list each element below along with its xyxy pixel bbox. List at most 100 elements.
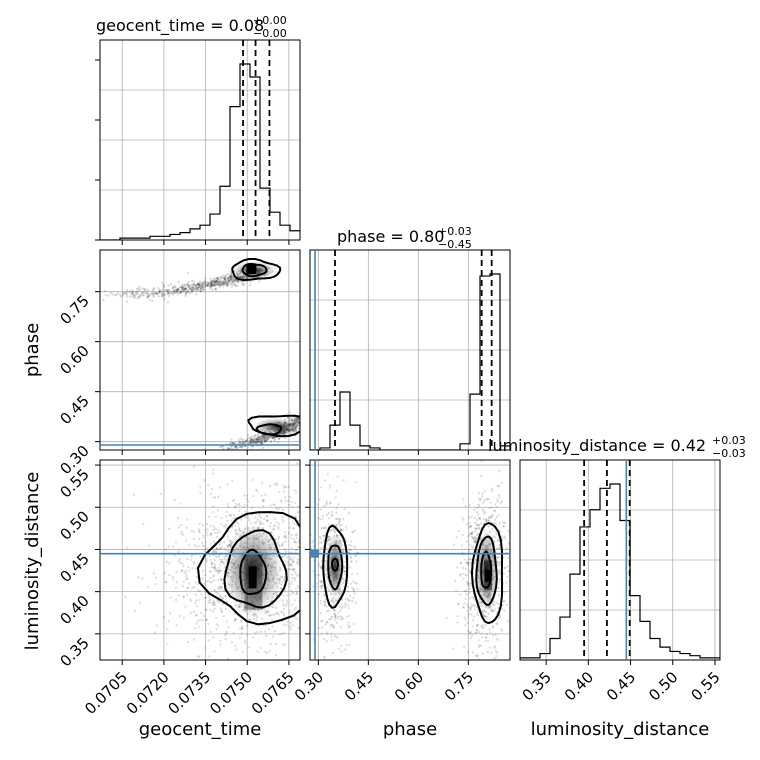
scatter-point <box>294 533 297 536</box>
scatter-point <box>322 527 325 530</box>
scatter-point <box>215 568 218 571</box>
scatter-point <box>248 439 251 443</box>
scatter-point <box>204 277 207 280</box>
scatter-point <box>289 625 292 628</box>
scatter-point <box>461 516 464 519</box>
scatter-point <box>168 292 171 295</box>
scatter-point <box>224 280 227 283</box>
scatter-point <box>284 534 287 537</box>
scatter-point <box>230 286 233 289</box>
scatter-point <box>216 528 219 531</box>
scatter-point <box>180 532 183 535</box>
scatter-point <box>317 562 321 566</box>
scatter-point <box>179 561 182 564</box>
scatter-point <box>138 295 141 299</box>
scatter-point <box>152 293 155 296</box>
scatter-point <box>303 420 305 422</box>
scatter-point <box>222 524 226 528</box>
scatter-point <box>273 503 276 506</box>
scatter-point <box>305 421 307 423</box>
scatter-point <box>297 540 300 543</box>
scatter-point <box>212 280 215 283</box>
scatter-point <box>225 594 228 597</box>
scatter-point <box>461 566 465 569</box>
scatter-point <box>207 483 210 487</box>
scatter-point <box>283 495 287 499</box>
scatter-point <box>217 569 220 572</box>
scatter-point <box>494 536 497 539</box>
scatter-point <box>212 283 215 286</box>
scatter-point <box>208 599 211 602</box>
scatter-point <box>195 288 198 291</box>
scatter-point <box>221 280 225 284</box>
scatter-point <box>272 606 275 609</box>
scatter-point <box>132 294 135 297</box>
scatter-point <box>224 276 227 280</box>
scatter-point <box>301 423 303 425</box>
scatter-point <box>343 604 346 607</box>
scatter-point <box>193 610 196 613</box>
scatter-point <box>350 544 353 547</box>
scatter-point <box>244 516 247 520</box>
scatter-point <box>345 592 347 594</box>
scatter-point <box>288 610 291 613</box>
title-phase: phase = 0.80 <box>337 227 444 246</box>
scatter-point <box>475 527 478 530</box>
scatter-point <box>230 438 233 441</box>
scatter-point <box>302 416 304 418</box>
scatter-point <box>191 567 194 570</box>
scatter-point <box>476 629 479 632</box>
scatter-point <box>197 286 200 289</box>
scatter-point <box>268 614 271 617</box>
scatter-point <box>228 274 231 278</box>
scatter-point <box>223 281 227 284</box>
scatter-point <box>253 437 256 440</box>
scatter-point <box>251 435 254 438</box>
scatter-point <box>209 576 212 579</box>
scatter-point <box>305 417 307 419</box>
scatter-point <box>229 275 232 278</box>
scatter-point <box>349 566 352 569</box>
truth-marker <box>311 549 319 558</box>
scatter-point <box>502 521 505 524</box>
scatter-point <box>236 284 239 287</box>
scatter-point <box>347 512 350 515</box>
scatter-point <box>139 294 142 297</box>
scatter-point <box>284 436 287 440</box>
scatter-point <box>267 627 270 630</box>
scatter-point <box>124 595 127 599</box>
scatter-point <box>210 285 213 288</box>
scatter-point <box>334 599 337 603</box>
scatter-point <box>489 516 492 519</box>
scatter-point <box>130 292 133 295</box>
scatter-point <box>479 644 482 648</box>
scatter-point <box>256 630 259 634</box>
scatter-point <box>166 292 170 295</box>
scatter-point <box>265 439 268 442</box>
scatter-point <box>234 278 237 281</box>
scatter-point <box>284 550 287 553</box>
scatter-point <box>227 505 230 509</box>
scatter-point <box>177 560 180 563</box>
scatter-point <box>198 530 201 533</box>
scatter-point <box>203 280 206 284</box>
scatter-point <box>271 436 274 440</box>
scatter-point <box>229 278 232 281</box>
scatter-point <box>467 563 470 566</box>
scatter-point <box>471 536 474 540</box>
scatter-point <box>324 614 326 616</box>
scatter-point <box>322 534 325 538</box>
scatter-point <box>217 587 220 590</box>
scatter-point <box>208 596 211 599</box>
scatter-point <box>198 286 201 290</box>
scatter-point <box>174 285 177 288</box>
scatter-point <box>352 590 355 593</box>
scatter-point <box>241 625 244 628</box>
scatter-point <box>191 288 194 291</box>
scatter-point <box>251 442 254 445</box>
scatter-point <box>303 417 305 419</box>
scatter-point <box>297 417 300 420</box>
scatter-point <box>212 603 215 606</box>
scatter-point <box>321 585 324 588</box>
scatter-point <box>202 281 205 284</box>
